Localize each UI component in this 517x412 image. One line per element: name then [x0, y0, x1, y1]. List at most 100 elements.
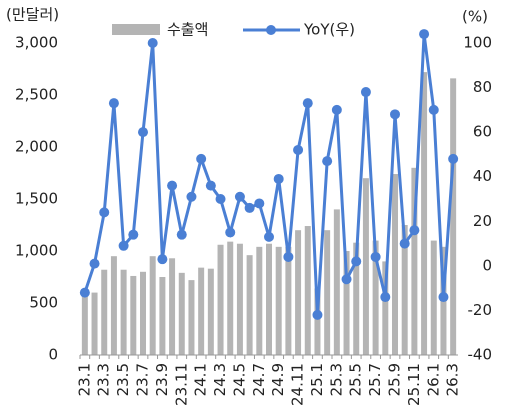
bar — [411, 167, 418, 355]
bar — [188, 280, 195, 355]
bar — [207, 268, 214, 355]
bar — [110, 256, 117, 355]
marker — [118, 240, 129, 251]
marker — [399, 238, 410, 249]
bar — [198, 267, 205, 355]
bar — [91, 292, 98, 355]
y2-tick-label: -40 — [468, 346, 493, 364]
marker — [138, 127, 148, 138]
y2-tick-label: 0 — [482, 256, 492, 274]
y2-tick-label: 40 — [473, 167, 492, 185]
marker — [99, 207, 110, 218]
marker — [157, 254, 168, 265]
x-tick-label: 24.11 — [289, 363, 307, 406]
bar — [401, 225, 408, 355]
y-axis-title: (만달러) — [6, 6, 59, 24]
x-tick-label: 25.1 — [308, 363, 326, 396]
bar — [324, 230, 331, 355]
x-tick-label: 24.1 — [192, 363, 210, 396]
x-tick-label: 25.3 — [327, 363, 345, 396]
bar — [372, 240, 379, 355]
x-tick-label: 24.7 — [250, 363, 268, 396]
marker — [351, 256, 362, 267]
marker — [419, 29, 430, 40]
y-tick-label: 2,000 — [15, 138, 58, 156]
marker — [341, 274, 352, 285]
x-tick-label: 25.7 — [366, 363, 384, 396]
bar — [227, 241, 234, 355]
marker — [186, 191, 197, 202]
x-tick-label: 25.11 — [405, 363, 423, 406]
bar — [450, 78, 457, 356]
marker — [312, 309, 323, 320]
marker — [448, 153, 459, 164]
marker — [380, 292, 391, 303]
bar — [295, 230, 302, 355]
bar — [333, 209, 340, 355]
bar — [101, 269, 108, 355]
marker — [254, 198, 265, 209]
bar — [256, 246, 263, 355]
marker — [79, 287, 90, 298]
marker — [128, 229, 139, 240]
y-tick-label: 3,000 — [15, 34, 58, 52]
bar — [236, 243, 243, 355]
bar — [353, 242, 360, 355]
marker — [176, 229, 187, 240]
bar — [430, 240, 437, 355]
legend-marker — [266, 25, 276, 35]
x-tick-label: 23.7 — [134, 363, 152, 396]
marker — [215, 194, 226, 204]
x-tick-label: 24.3 — [211, 363, 229, 396]
y-tick-label: 1,000 — [15, 242, 58, 260]
marker — [196, 153, 207, 164]
bar — [421, 72, 428, 356]
x-tick-label: 26.3 — [444, 363, 462, 396]
bar — [217, 244, 224, 355]
x-tick-label: 25.9 — [386, 363, 404, 396]
x-tick-label: 26.1 — [424, 363, 442, 396]
legend-swatch — [112, 24, 160, 35]
y2-tick-label: 100 — [463, 34, 492, 52]
y2-tick-label: 20 — [473, 212, 492, 230]
y2-tick-label: 80 — [473, 78, 492, 96]
bar — [130, 275, 137, 355]
bar — [392, 174, 398, 355]
marker — [409, 225, 420, 236]
bar — [246, 255, 253, 355]
legend-label: 수출액 — [167, 21, 208, 39]
marker — [89, 258, 100, 269]
marker — [360, 87, 371, 98]
bar — [266, 243, 272, 355]
y2-axis-title: (%) — [462, 8, 488, 26]
marker — [322, 156, 333, 167]
x-tick-label: 24.5 — [230, 363, 248, 396]
x-tick-label: 23.3 — [95, 363, 113, 396]
bar — [178, 272, 185, 355]
marker — [147, 38, 158, 48]
x-tick-label: 23.9 — [153, 363, 171, 396]
marker — [244, 202, 255, 213]
bar — [120, 269, 127, 355]
y-tick-label: 0 — [48, 346, 58, 364]
bar — [140, 271, 146, 355]
bar — [362, 178, 369, 355]
marker — [167, 180, 178, 191]
marker — [293, 144, 304, 155]
bar — [343, 251, 350, 355]
marker — [225, 227, 236, 238]
bar — [382, 261, 389, 355]
x-tick-label: 23.5 — [114, 363, 132, 396]
bar — [275, 246, 282, 355]
y-tick-label: 1,500 — [15, 190, 58, 208]
marker — [205, 180, 216, 191]
y2-tick-label: -20 — [468, 301, 493, 319]
marker — [264, 231, 274, 242]
marker — [283, 251, 294, 262]
bar — [169, 258, 176, 355]
marker — [302, 98, 313, 109]
bar — [285, 246, 292, 355]
x-tick-label: 23.1 — [75, 363, 93, 396]
x-tick-label: 25.5 — [347, 363, 365, 396]
